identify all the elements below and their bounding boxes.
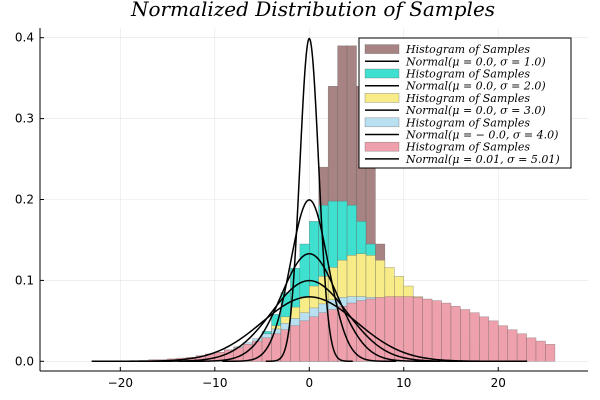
normal-curve: [265, 37, 353, 363]
histogram-bar: [412, 297, 423, 362]
legend-swatch: [364, 117, 400, 128]
legend-label: Normal(μ = 0.0, σ = 3.0): [405, 104, 546, 117]
y-tick-label: 0.0: [15, 354, 34, 368]
histogram-bar: [450, 306, 461, 362]
histogram-bar: [431, 300, 442, 362]
legend-label: Histogram of Samples: [405, 92, 530, 105]
y-tick-label: 0.4: [15, 31, 34, 45]
y-tick-label: 0.1: [15, 273, 34, 287]
chart-title: Normalized Distribution of Samples: [130, 0, 495, 21]
legend-label: Normal(μ = 0.0, σ = 1.0): [405, 55, 546, 68]
normal-curve: [135, 279, 484, 363]
histogram-bar: [460, 309, 471, 362]
y-tick-label: 0.2: [15, 193, 34, 207]
x-tick-label: −10: [202, 376, 227, 390]
legend-swatch: [364, 44, 400, 54]
legend-label: Normal(μ = − 0.0, σ = 4.0): [405, 129, 558, 142]
histogram-bar: [441, 302, 452, 362]
histogram-bar: [318, 312, 329, 362]
density-curves: [91, 37, 528, 363]
legend-label: Histogram of Samples: [405, 116, 530, 129]
histogram-bar: [327, 309, 338, 362]
histogram-bar: [479, 316, 490, 362]
histogram-bar: [535, 340, 546, 362]
normal-curve: [222, 199, 397, 363]
histogram-bar: [516, 333, 527, 362]
histogram-bar: [497, 325, 508, 362]
x-tick-label: −20: [108, 376, 133, 390]
histogram-bar: [469, 312, 480, 362]
legend-label: Histogram of Samples: [405, 43, 530, 56]
axes: −20 −10 0 10 20 0.0 0.1 0.2 0.3 0.4: [15, 28, 588, 390]
histogram-bar: [375, 297, 386, 362]
legend-label: Normal(μ = 0.01, σ = 5.01): [405, 153, 560, 166]
histogram-bar: [299, 320, 310, 362]
histogram-bar: [290, 325, 301, 362]
histogram-bar: [403, 296, 414, 362]
legend-swatch: [364, 141, 400, 152]
histogram-bar: [422, 298, 433, 362]
normal-curve: [178, 252, 440, 363]
y-tick-label: 0.3: [15, 112, 34, 126]
histogram-bar: [545, 344, 556, 362]
legend-swatch: [364, 93, 400, 103]
x-tick-label: 10: [396, 376, 411, 390]
histogram-bar: [526, 337, 537, 362]
legend-label: Histogram of Samples: [405, 68, 530, 81]
legend-label: Histogram of Samples: [405, 141, 530, 154]
histogram-bar: [309, 316, 319, 362]
histogram-bar: [488, 320, 499, 362]
legend-swatch: [364, 68, 400, 79]
legend-label: Normal(μ = 0.0, σ = 2.0): [405, 80, 546, 93]
x-tick-label: 20: [491, 376, 506, 390]
x-tick-label: 0: [305, 376, 313, 390]
histogram-bar: [507, 329, 518, 362]
normal-curve: [91, 296, 528, 363]
